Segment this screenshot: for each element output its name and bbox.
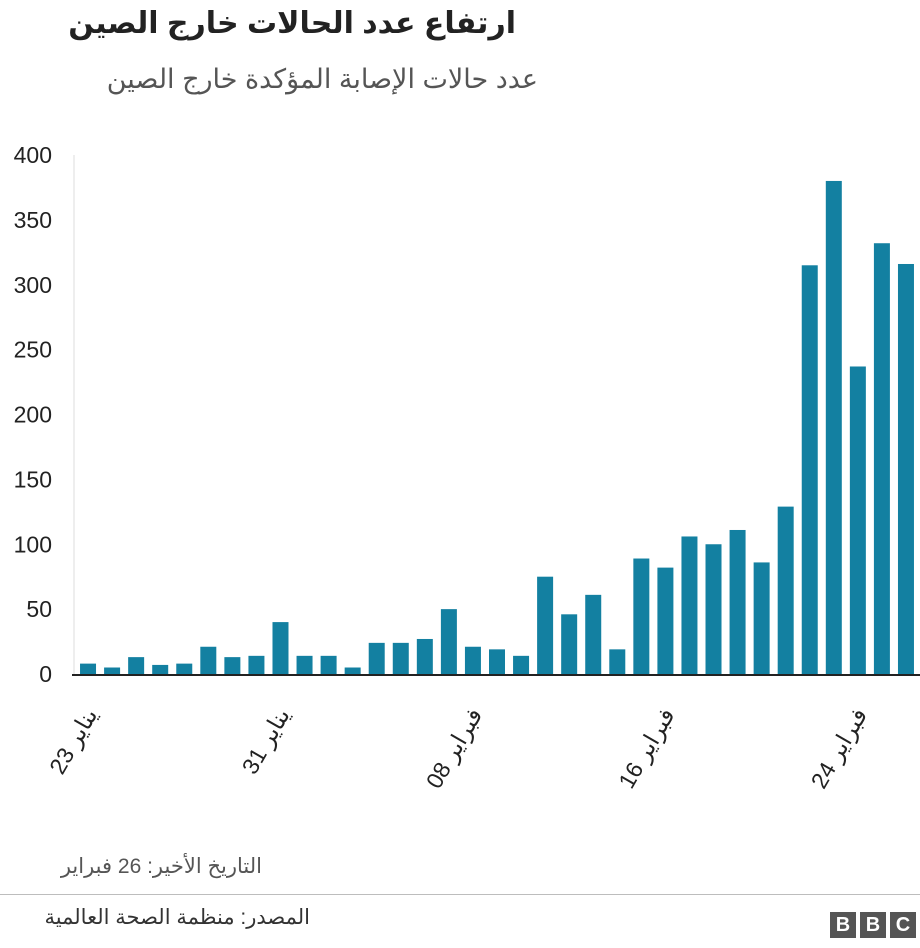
bar: [873, 243, 890, 674]
x-axis: 23 يناير 31 يناير 08 فبراير 16 فبراير 24 فبر…: [44, 704, 873, 794]
bar: [296, 655, 313, 674]
bar: [320, 655, 337, 674]
logo-letter: B: [830, 912, 856, 938]
bar: [753, 562, 770, 674]
x-tick-label: 16 فبراير: [613, 704, 680, 794]
bar: [224, 657, 241, 674]
x-tick-label: 23 يناير: [44, 704, 103, 779]
bar: [849, 366, 866, 674]
bbc-logo: B B C: [830, 912, 916, 938]
bar: [272, 622, 289, 674]
bar: [489, 649, 505, 674]
bar: [248, 655, 265, 674]
bar: [200, 646, 217, 674]
bar: [344, 667, 361, 674]
chart-title: ارتفاع عدد الحالات خارج الصين: [68, 7, 516, 40]
bar: [368, 642, 385, 674]
y-tick-label: 400: [14, 142, 52, 168]
y-tick-label: 150: [14, 466, 52, 492]
footer-divider: [0, 894, 920, 895]
bar-chart: 0 50 100 150 200 250 300 350 400 23 يناير 31 يناي…: [14, 142, 920, 794]
y-tick-label: 0: [39, 661, 52, 687]
bar: [585, 594, 602, 674]
bar: [128, 657, 145, 674]
bar: [464, 646, 481, 674]
bar: [104, 667, 121, 674]
bar: [513, 655, 530, 674]
bar: [777, 506, 794, 674]
bar: [729, 529, 746, 674]
bar: [633, 558, 650, 674]
y-tick-label: 50: [26, 596, 52, 622]
bar-series: [80, 180, 914, 675]
chart-subtitle: عدد حالات الإصابة المؤكدة خارج الصين: [106, 64, 538, 94]
source-note: المصدر: منظمة الصحة العالمية: [44, 906, 310, 929]
y-tick-label: 100: [14, 531, 52, 557]
bar: [657, 567, 674, 674]
y-tick-label: 250: [14, 337, 52, 363]
bar: [705, 544, 722, 674]
x-tick-label: 31 يناير: [237, 704, 296, 779]
y-tick-label: 350: [14, 207, 52, 233]
bar: [416, 638, 433, 674]
x-tick-label: 08 فبراير: [421, 704, 488, 794]
last-date-note: التاريخ الأخير: 26 فبراير: [60, 855, 262, 878]
bar: [681, 536, 698, 674]
x-tick-label: 24 فبراير: [806, 704, 873, 794]
bar: [561, 614, 578, 674]
bar: [80, 663, 97, 674]
bar: [609, 649, 626, 674]
bar: [825, 180, 842, 674]
bar: [537, 576, 554, 674]
bar: [176, 663, 193, 674]
bar: [801, 265, 818, 674]
logo-letter: C: [890, 912, 916, 938]
bar: [897, 263, 914, 674]
bar: [440, 609, 457, 675]
y-tick-label: 200: [14, 402, 52, 428]
bar: [392, 642, 409, 674]
logo-letter: B: [860, 912, 886, 938]
y-tick-label: 300: [14, 272, 52, 298]
bar: [152, 664, 169, 674]
y-axis: 0 50 100 150 200 250 300 350 400: [14, 142, 75, 687]
